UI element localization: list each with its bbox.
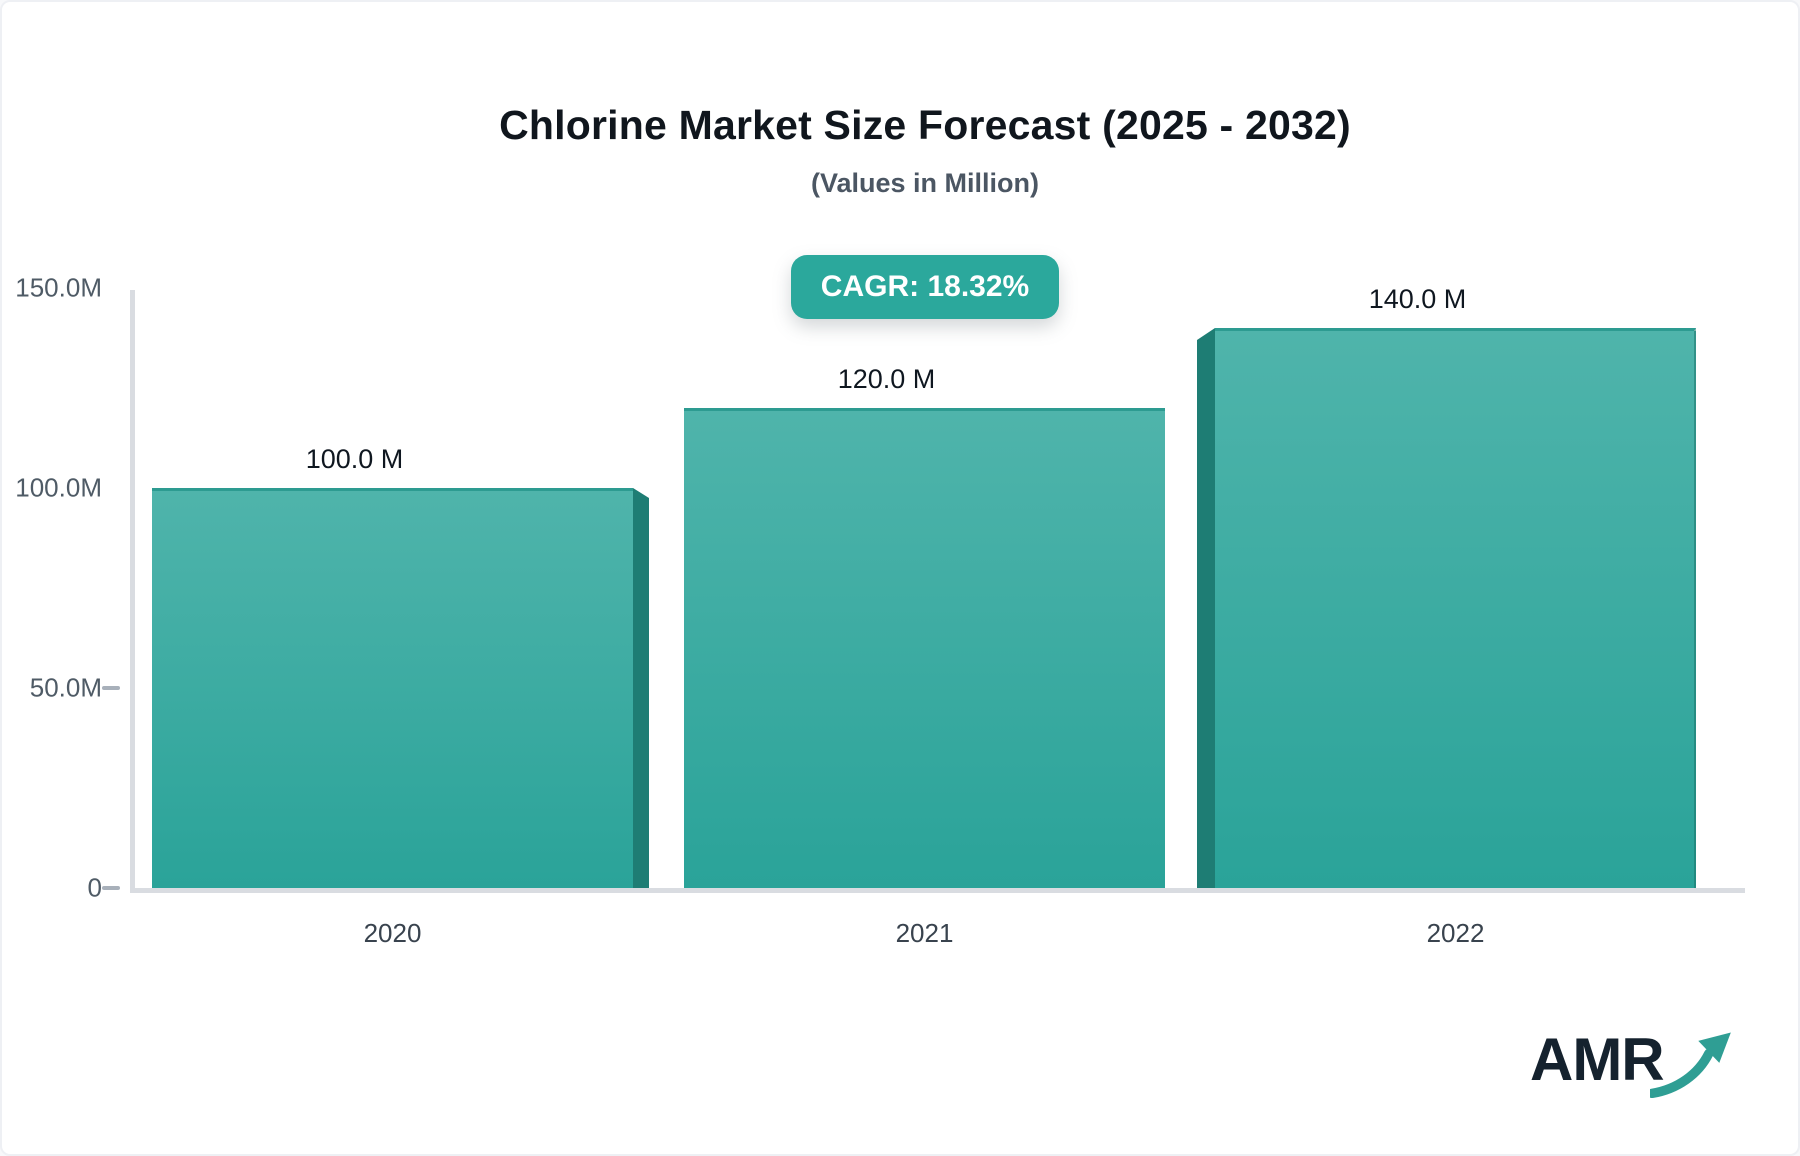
amr-logo-text: AMR (1530, 1026, 1665, 1093)
cagr-badge: CAGR: 18.32% (790, 255, 1060, 319)
x-axis-tick-label: 2021 (895, 918, 954, 948)
bar-3d-side (1197, 328, 1215, 888)
y-axis-tick-label: 100.0M (15, 472, 102, 503)
y-axis-tick-label: 0 (87, 872, 102, 903)
x-axis-tick-label: 2022 (1426, 918, 1485, 948)
x-axis-line (130, 888, 1745, 893)
bar-2022[interactable] (1215, 328, 1696, 888)
bar-value-label: 120.0 M (837, 364, 936, 394)
y-axis-tick-label: 150.0M (15, 272, 102, 303)
bar-value-label: 140.0 M (1368, 284, 1467, 314)
x-axis-tick-label: 2020 (363, 918, 422, 948)
chart-title: Chlorine Market Size Forecast (2025 - 20… (499, 102, 1351, 148)
cagr-badge-wrap: CAGR: 18.32% (52, 255, 1798, 319)
bar-2020[interactable] (152, 488, 633, 888)
y-axis-line (130, 290, 135, 890)
y-axis-tick-mark (102, 686, 120, 690)
amr-logo: AMR (1530, 1030, 1734, 1103)
y-axis-tick-mark (102, 886, 120, 890)
bar-3d-side (633, 488, 649, 888)
bar-2021[interactable] (684, 408, 1165, 888)
growth-arrow-icon (1647, 1032, 1734, 1103)
chart-subtitle: (Values in Million) (810, 168, 1040, 198)
y-axis-tick-label: 50.0M (29, 672, 102, 703)
bar-value-label: 100.0 M (305, 444, 404, 474)
